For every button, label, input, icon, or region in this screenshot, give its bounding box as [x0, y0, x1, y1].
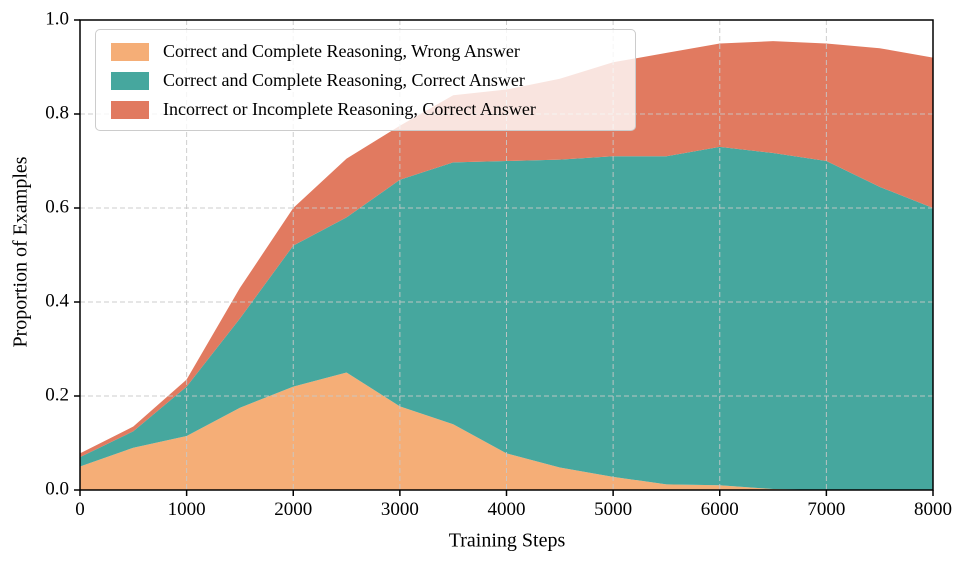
y-tick-label: 0.0 [45, 478, 69, 499]
legend-item: Incorrect or Incomplete Reasoning, Corre… [111, 95, 635, 124]
y-tick-label: 1.0 [45, 8, 69, 29]
legend-label: Incorrect or Incomplete Reasoning, Corre… [163, 99, 536, 119]
x-tick-label: 7000 [807, 499, 845, 520]
x-tick-label: 0 [75, 499, 85, 520]
y-axis-title: Proportion of Examples [9, 156, 32, 348]
x-tick-label: 1000 [168, 499, 206, 520]
x-tick-label: 8000 [914, 499, 952, 520]
legend-item: Correct and Complete Reasoning, Correct … [111, 66, 635, 95]
legend: Correct and Complete Reasoning, Wrong An… [95, 29, 636, 131]
x-tick-label: 5000 [594, 499, 632, 520]
area-incorrect-reasoning-correct-answer [80, 41, 933, 458]
x-axis-title: Training Steps [448, 529, 566, 552]
legend-swatch-icon [111, 42, 149, 61]
y-tick-label: 0.6 [45, 196, 69, 217]
legend-swatch-icon [111, 100, 149, 119]
y-tick-label: 0.8 [45, 102, 69, 123]
x-tick-label: 4000 [488, 499, 526, 520]
y-tick-label: 0.4 [45, 290, 69, 311]
legend-label: Correct and Complete Reasoning, Correct … [163, 70, 525, 90]
x-tick-label: 6000 [701, 499, 739, 520]
legend-label: Correct and Complete Reasoning, Wrong An… [163, 41, 520, 61]
x-tick-label: 3000 [381, 499, 419, 520]
legend-item: Correct and Complete Reasoning, Wrong An… [111, 37, 635, 66]
legend-swatch-icon [111, 71, 149, 90]
x-tick-label: 2000 [274, 499, 312, 520]
y-tick-label: 0.2 [45, 384, 69, 405]
